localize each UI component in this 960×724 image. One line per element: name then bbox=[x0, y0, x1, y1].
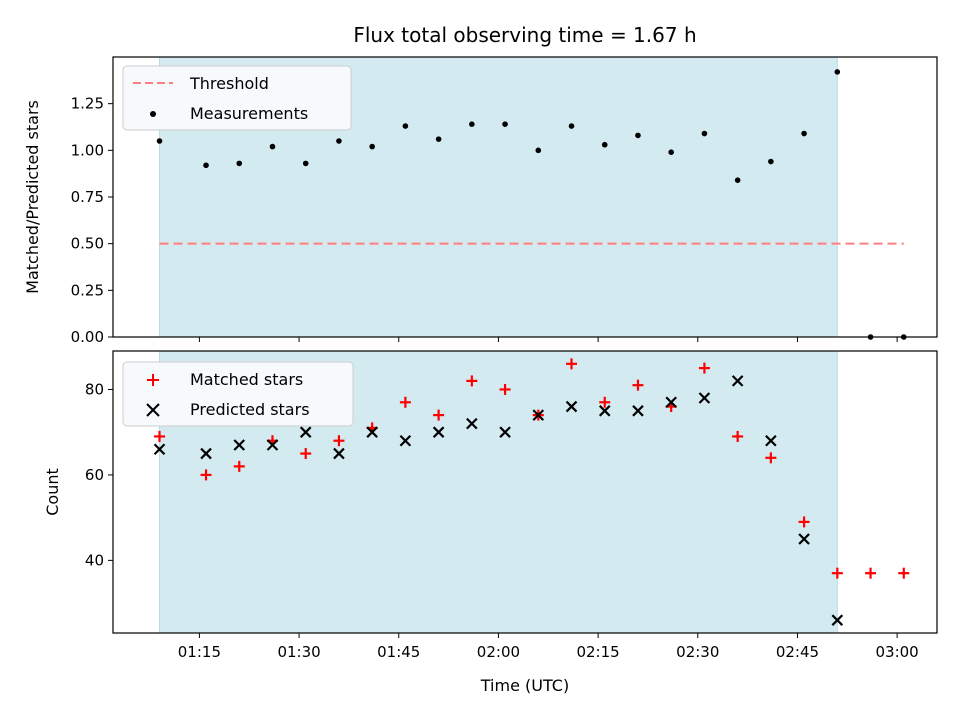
top-y-tick-label: 0.25 bbox=[71, 281, 104, 299]
matched-star-point bbox=[566, 358, 578, 370]
matched-star-point bbox=[300, 448, 312, 460]
top-y-axis-label: Matched/Predicted stars bbox=[23, 100, 42, 294]
predicted-star-point bbox=[333, 447, 345, 460]
matched-star-point bbox=[898, 567, 910, 579]
predicted-star-point bbox=[432, 426, 445, 438]
matched-star-point bbox=[698, 362, 710, 374]
top-legend-box bbox=[122, 65, 352, 131]
predicted-star-point bbox=[266, 439, 279, 451]
predicted-star-point bbox=[765, 434, 777, 447]
top-y-tick-label: 1.00 bbox=[71, 141, 104, 159]
matched-star-point bbox=[466, 375, 478, 387]
predicted-star-point bbox=[632, 405, 644, 417]
predicted-star-point bbox=[798, 533, 810, 545]
matched-star-point bbox=[233, 460, 245, 472]
measurement-point bbox=[435, 136, 442, 142]
measurement-point bbox=[768, 158, 774, 165]
predicted-star-point bbox=[200, 447, 212, 460]
measurement-point bbox=[701, 130, 708, 137]
matched-star-point bbox=[865, 567, 877, 579]
measurement-point bbox=[734, 177, 741, 183]
predicted-star-point bbox=[399, 434, 412, 447]
bottom-y-tick-label: 60 bbox=[85, 466, 104, 484]
matched-star-point bbox=[765, 452, 777, 464]
predicted-star-point bbox=[532, 409, 545, 421]
bottom-y-tick-label: 40 bbox=[85, 551, 104, 569]
predicted-star-point bbox=[665, 396, 677, 409]
measurement-point bbox=[801, 130, 807, 137]
legend-measurements-swatch bbox=[150, 111, 156, 117]
predicted-star-point bbox=[366, 426, 378, 438]
measurement-point bbox=[236, 160, 243, 167]
x-tick-label: 02:15 bbox=[576, 643, 619, 661]
predicted-star-point bbox=[299, 426, 312, 438]
measurement-point bbox=[302, 160, 309, 167]
predicted-star-point bbox=[565, 400, 578, 413]
x-tick-label: 02:45 bbox=[776, 643, 819, 661]
measurement-point bbox=[156, 138, 163, 144]
predicted-star-point bbox=[598, 405, 611, 417]
measurement-point bbox=[668, 149, 674, 155]
bottom-y-tick-label: 80 bbox=[85, 380, 104, 398]
top-legend: Threshold Measurements bbox=[122, 65, 352, 131]
top-y-tick-label: 1.25 bbox=[71, 95, 104, 113]
matched-star-point bbox=[798, 516, 810, 528]
matched-star-point bbox=[399, 396, 411, 408]
matched-star-point bbox=[333, 435, 345, 447]
predicted-star-point bbox=[731, 375, 744, 387]
top-panel: 0.00 0.25 0.50 0.75 1.00 1.25 Matched/Predict… bbox=[23, 56, 938, 346]
measurement-point bbox=[635, 132, 641, 139]
legend-measurements-label: Measurements bbox=[190, 104, 308, 123]
bottom-panel: 40 60 80 01:15 01:30 01:45 02:00 02:15 02:30 02:… bbox=[43, 350, 938, 695]
top-y-tick-label: 0.75 bbox=[71, 188, 104, 206]
x-tick-label: 01:45 bbox=[377, 643, 420, 661]
bottom-legend: Matched stars Predicted stars bbox=[122, 361, 354, 427]
predicted-star-point bbox=[153, 443, 166, 456]
x-tick-label: 02:30 bbox=[676, 643, 719, 661]
chart-title: Flux total observing time = 1.67 h bbox=[353, 23, 696, 47]
legend-matched-label: Matched stars bbox=[190, 370, 303, 389]
matched-star-point bbox=[632, 379, 644, 391]
x-tick-label: 02:00 bbox=[477, 643, 520, 661]
predicted-star-point bbox=[233, 439, 246, 451]
bottom-plot-frame bbox=[112, 350, 938, 634]
matched-star-point bbox=[831, 567, 843, 579]
measurement-point bbox=[269, 143, 276, 150]
measurement-point bbox=[203, 162, 209, 169]
x-tick-label: 01:15 bbox=[178, 643, 221, 661]
predicted-star-point bbox=[466, 417, 478, 430]
measurement-point bbox=[535, 147, 542, 154]
measurement-point bbox=[601, 141, 608, 148]
top-y-tick-label: 0.00 bbox=[71, 328, 104, 346]
matched-star-point bbox=[154, 430, 166, 442]
predicted-star-point bbox=[831, 614, 844, 626]
measurement-point bbox=[369, 143, 375, 150]
matched-star-point bbox=[433, 409, 445, 421]
matched-star-point bbox=[599, 396, 611, 408]
legend-predicted-swatch bbox=[146, 403, 160, 417]
x-tick-label: 03:00 bbox=[876, 643, 919, 661]
legend-matched-swatch bbox=[147, 374, 159, 386]
predicted-star-point bbox=[499, 426, 511, 438]
measurement-point bbox=[469, 121, 475, 127]
measurement-point bbox=[336, 138, 342, 144]
measurement-point bbox=[568, 123, 575, 129]
matched-star-point bbox=[499, 383, 511, 395]
x-axis-label: Time (UTC) bbox=[480, 676, 569, 695]
top-y-tick-label: 0.50 bbox=[71, 235, 104, 253]
bottom-legend-box bbox=[122, 361, 354, 427]
measurement-point bbox=[402, 123, 409, 129]
predicted-star-point bbox=[698, 392, 711, 404]
matched-star-point bbox=[200, 469, 212, 481]
measurement-point bbox=[834, 69, 841, 75]
matched-star-point bbox=[732, 430, 744, 442]
legend-threshold-label: Threshold bbox=[189, 74, 269, 93]
bottom-y-axis-label: Count bbox=[43, 468, 62, 516]
legend-predicted-label: Predicted stars bbox=[190, 400, 310, 419]
measurement-point bbox=[502, 121, 508, 127]
x-tick-label: 01:30 bbox=[277, 643, 320, 661]
